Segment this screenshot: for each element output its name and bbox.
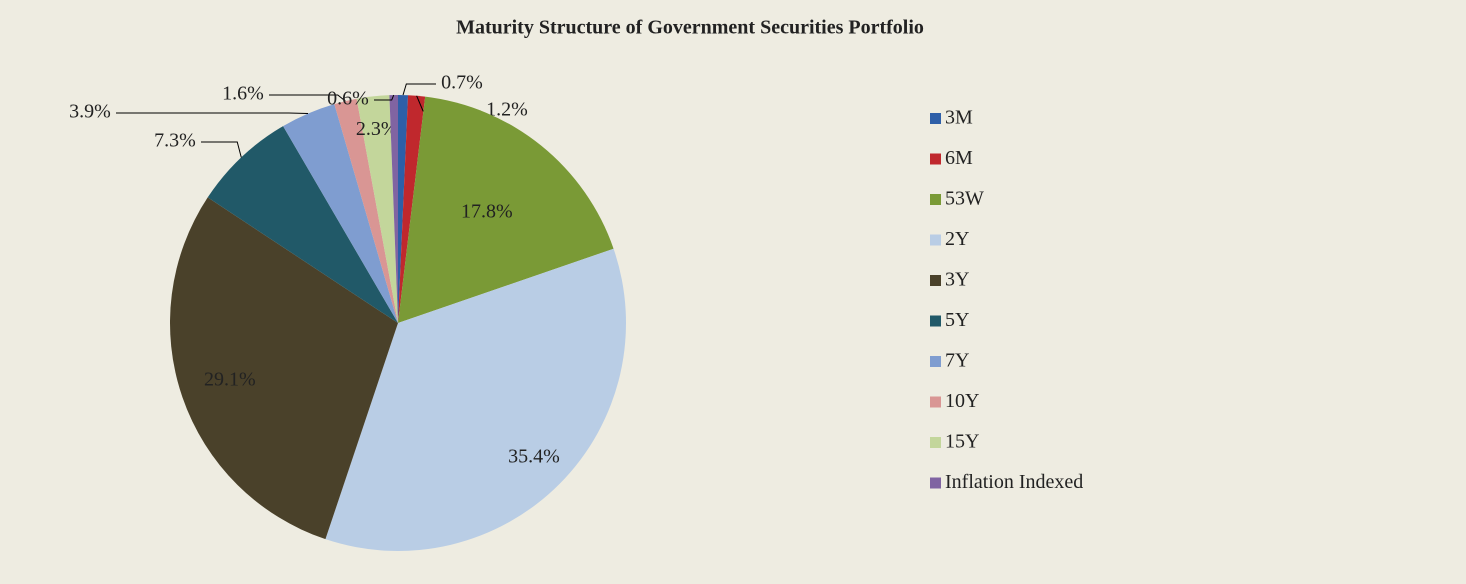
legend-swatch (930, 194, 941, 205)
data-label: 3.9% (69, 101, 111, 123)
legend-label: 3Y (945, 269, 969, 291)
pie-slice (398, 95, 409, 323)
leader-line (402, 83, 436, 96)
legend-swatch (930, 153, 941, 165)
legend-label: Inflation Indexed (945, 471, 1083, 493)
pie-slice (207, 126, 398, 323)
legend-swatch (930, 437, 941, 448)
leader-line (201, 141, 242, 158)
legend-label: 10Y (945, 390, 979, 412)
chart-title: Maturity Structure of Government Securit… (456, 17, 924, 39)
pie-slice (389, 95, 398, 323)
legend-swatch (930, 234, 941, 246)
legend-label: 53W (945, 188, 984, 210)
data-label: 0.6% (327, 88, 369, 110)
legend-label: 6M (945, 147, 973, 169)
legend-swatch (930, 477, 941, 489)
pie-slice (334, 98, 398, 323)
pie-slice (170, 197, 398, 540)
data-label: 17.8% (461, 201, 513, 223)
pie-slice (356, 95, 398, 323)
data-label: 2.3% (356, 118, 398, 140)
pie-slice (325, 248, 626, 551)
data-label: 1.2% (486, 99, 528, 121)
data-label: 7.3% (154, 130, 196, 152)
pie-slice (398, 96, 614, 324)
legend-swatch (930, 356, 941, 367)
data-label: 0.7% (441, 72, 483, 94)
legend-swatch (930, 315, 941, 327)
legend-label: 2Y (945, 228, 969, 250)
legend-label: 3M (945, 107, 973, 129)
legend-label: 15Y (945, 431, 979, 453)
legend-swatch (930, 396, 941, 408)
pie-slice (398, 95, 426, 323)
data-label: 1.6% (222, 83, 264, 105)
leader-line (374, 94, 395, 101)
legend-swatch (930, 113, 941, 124)
pie-slice (283, 104, 398, 324)
leader-line (269, 94, 346, 102)
legend-label: 5Y (945, 309, 969, 331)
data-label: 35.4% (508, 445, 560, 467)
legend-swatch (930, 275, 941, 286)
leader-line (116, 112, 309, 115)
data-label: 29.1% (204, 369, 256, 391)
legend-label: 7Y (945, 350, 969, 372)
